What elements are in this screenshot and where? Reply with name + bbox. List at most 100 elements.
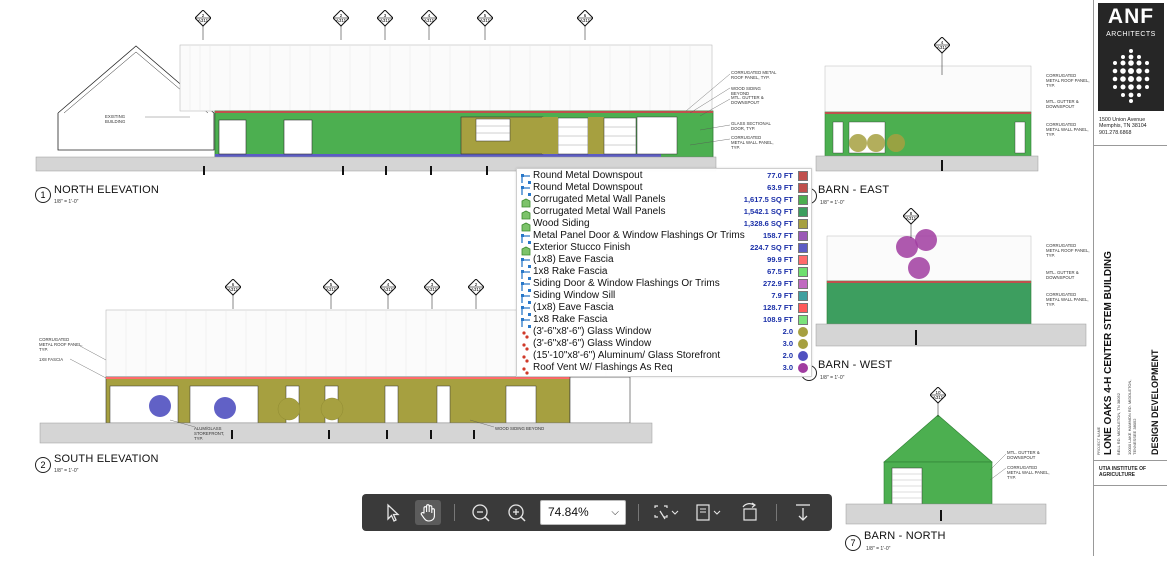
- legend-row[interactable]: (1x8) Eave Fascia 99.9 FT: [517, 254, 811, 268]
- callout-gutter-barn-north: MTL. GUTTER & DOWNSPOUT: [1007, 450, 1040, 460]
- tag-label: 3 A311: [379, 13, 391, 23]
- legend-row-value: 272.9 FT: [762, 279, 793, 288]
- callout-gutter-barn-west: MTL. GUTTER & DOWNSPOUT: [1046, 270, 1079, 280]
- legend-row[interactable]: Exterior Stucco Finish 224.7 SQ FT: [517, 242, 811, 256]
- count-icon: [521, 327, 531, 339]
- legend-row-value: 77.0 FT: [767, 171, 793, 180]
- section-tag-south-5[interactable]: [468, 279, 484, 309]
- section-tag-north-5[interactable]: [477, 10, 493, 40]
- legend-row-value: 2.0: [782, 327, 793, 336]
- legend-row[interactable]: (15'-10"x8'-6") Aluminum/ Glass Storefro…: [517, 350, 811, 363]
- view-title-south-elevation: SOUTH ELEVATION: [54, 453, 159, 465]
- view-scale: 1/8" = 1'-0": [820, 200, 845, 206]
- legend-swatch[interactable]: [798, 351, 808, 361]
- legend-swatch[interactable]: [798, 219, 808, 229]
- rotate-icon[interactable]: [737, 500, 763, 525]
- legend-row[interactable]: (1x8) Eave Fascia 128.7 FT: [517, 302, 811, 316]
- legend-row-value: 63.9 FT: [767, 183, 793, 192]
- section-tag-barn-north[interactable]: [930, 387, 946, 417]
- legend-row[interactable]: (3'-6"x8'-6") Glass Window 2.0: [517, 326, 811, 339]
- legend-swatch[interactable]: [798, 303, 808, 313]
- section-tag-south-2[interactable]: [323, 279, 339, 309]
- callout-corr-roof-barn-east: CORRUGATED METAL ROOF PANEL, TYP.: [1046, 73, 1090, 88]
- legend-row[interactable]: 1x8 Rake Fascia 67.5 FT: [517, 266, 811, 280]
- callout-glass-sectional: GLASS SECTIONAL DOOR, TYP.: [731, 121, 771, 131]
- divider: [1094, 485, 1167, 486]
- legend-row[interactable]: Siding Door & Window Flashings Or Trims …: [517, 278, 811, 292]
- page-layout-icon[interactable]: [693, 500, 723, 525]
- quantity-legend-panel[interactable]: Round Metal Downspout 77.0 FT Round Meta…: [516, 168, 812, 377]
- legend-row-name: (1x8) Eave Fascia: [533, 254, 614, 265]
- legend-swatch[interactable]: [798, 291, 808, 301]
- legend-swatch[interactable]: [798, 207, 808, 217]
- legend-swatch[interactable]: [798, 183, 808, 193]
- section-tag-barn-west[interactable]: [903, 208, 919, 238]
- legend-swatch[interactable]: [798, 243, 808, 253]
- section-tag-north-4[interactable]: [421, 10, 437, 40]
- linear-measure-icon: [521, 255, 531, 268]
- legend-swatch[interactable]: [798, 279, 808, 289]
- legend-swatch[interactable]: [798, 339, 808, 349]
- fit-page-icon[interactable]: [651, 500, 681, 525]
- legend-swatch[interactable]: [798, 255, 808, 265]
- legend-row-name: Corrugated Metal Wall Panels: [533, 194, 666, 205]
- legend-swatch[interactable]: [798, 315, 808, 325]
- count-icon: [521, 339, 531, 351]
- view-scale: 1/8" = 1'-0": [866, 546, 891, 552]
- legend-row[interactable]: Metal Panel Door & Window Flashings Or T…: [517, 230, 811, 244]
- legend-row[interactable]: Wood Siding 1,328.6 SQ FT: [517, 218, 811, 232]
- tag-label: 2 A311: [197, 13, 209, 23]
- section-tag-south-4[interactable]: [424, 279, 440, 309]
- callout-wood-siding-south: WOOD SIDING BEYOND: [495, 426, 545, 431]
- legend-swatch[interactable]: [798, 171, 808, 181]
- legend-row[interactable]: Round Metal Downspout 77.0 FT: [517, 170, 811, 184]
- legend-row[interactable]: (3'-6"x8'-6") Glass Window 3.0: [517, 338, 811, 351]
- area-measure-icon: [521, 195, 531, 208]
- zoom-out-icon[interactable]: [469, 500, 493, 525]
- firm-name: ANF: [1107, 5, 1155, 28]
- linear-measure-icon: [521, 267, 531, 280]
- hand-icon[interactable]: [415, 500, 441, 525]
- section-tag-north-1[interactable]: [195, 10, 211, 40]
- legend-row-name: Siding Door & Window Flashings Or Trims: [533, 278, 720, 289]
- legend-row-value: 7.9 FT: [771, 291, 793, 300]
- legend-row-value: 99.9 FT: [767, 255, 793, 264]
- legend-row[interactable]: Siding Window Sill 7.9 FT: [517, 290, 811, 304]
- download-icon[interactable]: [790, 500, 816, 525]
- legend-swatch[interactable]: [798, 267, 808, 277]
- zoom-value: 74.84%: [548, 505, 589, 519]
- legend-swatch[interactable]: [798, 327, 808, 337]
- callout-existing-building: EXISTING BUILDING: [105, 114, 126, 124]
- view-number: 1: [35, 187, 51, 203]
- select-arrow-icon[interactable]: [381, 500, 403, 525]
- legend-row[interactable]: Round Metal Downspout 63.9 FT: [517, 182, 811, 196]
- callout-corr-roof-south: CORRUGATED METAL ROOF PANEL, TYP.: [39, 337, 83, 352]
- section-tag-barn-east[interactable]: [934, 37, 950, 75]
- section-tag-north-3[interactable]: [377, 10, 393, 40]
- callout-fascia: 1X8 FASCIA: [39, 357, 64, 362]
- legend-swatch[interactable]: [798, 363, 808, 373]
- section-tag-south-1[interactable]: [225, 279, 241, 309]
- callout-gutter-barn-east: MTL. GUTTER & DOWNSPOUT: [1046, 99, 1079, 109]
- address-line: 1500 Union Avenue: [1099, 117, 1146, 123]
- legend-swatch[interactable]: [798, 195, 808, 205]
- project-sub: BELL RD. MIDDLETON, TN 38052: [1116, 393, 1121, 455]
- legend-row[interactable]: Corrugated Metal Wall Panels 1,617.5 SQ …: [517, 194, 811, 208]
- tag-label: 8 A311: [905, 211, 917, 221]
- section-tag-south-3[interactable]: [380, 279, 396, 309]
- linear-measure-icon: [521, 303, 531, 316]
- zoom-level-select[interactable]: 74.84% ⌵: [540, 500, 626, 525]
- firm-logo-dots-icon: [1112, 49, 1150, 103]
- legend-row[interactable]: Corrugated Metal Wall Panels 1,542.1 SQ …: [517, 206, 811, 220]
- view-title-north-elevation: NORTH ELEVATION: [54, 184, 160, 196]
- section-tag-north-2[interactable]: [333, 10, 349, 40]
- legend-row[interactable]: 1x8 Rake Fascia 108.9 FT: [517, 314, 811, 328]
- zoom-in-icon[interactable]: [505, 500, 529, 525]
- callout-corr-roof: CORRUGATED METAL ROOF PANEL, TYP.: [731, 70, 777, 80]
- legend-row[interactable]: Roof Vent W/ Flashings As Req 3.0: [517, 362, 811, 375]
- legend-swatch[interactable]: [798, 231, 808, 241]
- tag-label: 5 A311: [325, 282, 337, 292]
- area-measure-icon: [521, 207, 531, 220]
- section-tag-north-6[interactable]: [577, 10, 593, 40]
- legend-row-name: (15'-10"x8'-6") Aluminum/ Glass Storefro…: [533, 350, 721, 361]
